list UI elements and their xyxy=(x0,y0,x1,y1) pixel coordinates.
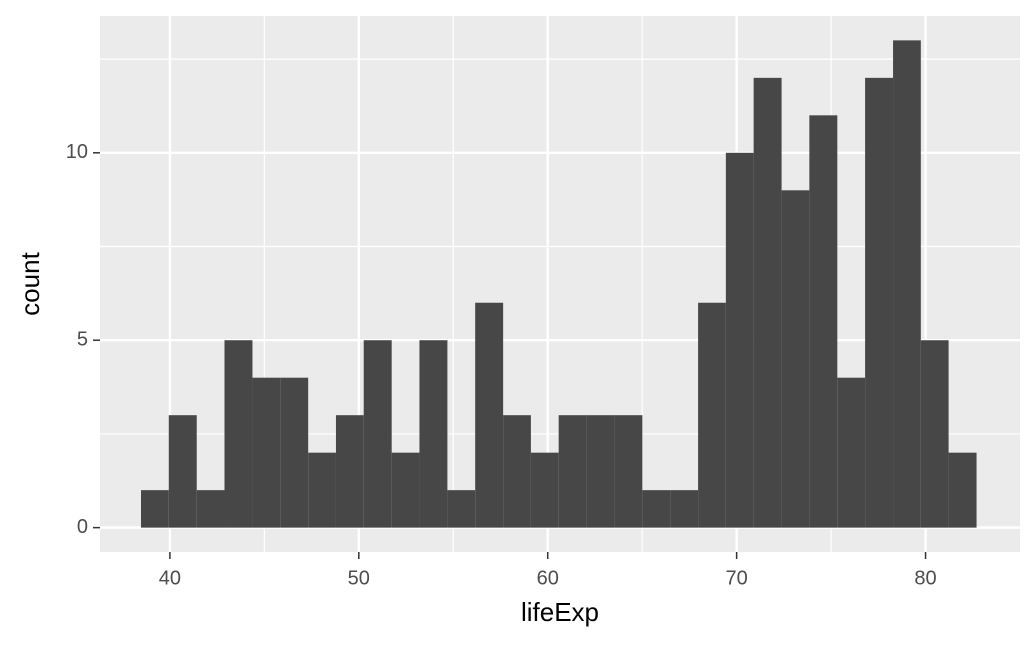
bar xyxy=(530,452,559,528)
bar xyxy=(503,415,531,528)
bar xyxy=(308,452,336,528)
x-tick-label: 40 xyxy=(159,567,181,589)
bar xyxy=(837,377,866,528)
bar xyxy=(419,340,448,528)
bar xyxy=(725,152,754,528)
bar xyxy=(753,77,782,528)
x-axis-title: lifeExp xyxy=(521,597,599,627)
bar xyxy=(558,415,587,528)
bar xyxy=(391,452,420,528)
x-tick-label: 80 xyxy=(914,567,936,589)
bar xyxy=(948,452,977,528)
bar xyxy=(335,415,364,528)
y-tick-label: 0 xyxy=(77,516,88,538)
x-tick-label: 70 xyxy=(726,567,748,589)
bar xyxy=(363,340,392,528)
bar xyxy=(586,415,615,528)
bar xyxy=(698,302,726,528)
bar xyxy=(140,490,169,528)
bar xyxy=(196,490,225,528)
bar xyxy=(475,302,504,528)
bar xyxy=(224,340,253,528)
x-tick-label: 50 xyxy=(348,567,370,589)
bar xyxy=(809,115,838,528)
y-tick-label: 5 xyxy=(77,329,88,351)
bar xyxy=(614,415,643,528)
x-tick-label: 60 xyxy=(537,567,559,589)
bar xyxy=(893,40,921,528)
bar xyxy=(168,415,197,528)
y-tick-label: 10 xyxy=(66,141,88,163)
bar xyxy=(280,377,309,528)
bar xyxy=(252,377,281,528)
bar xyxy=(670,490,699,528)
y-axis-title: count xyxy=(15,251,45,315)
bar xyxy=(781,190,810,528)
bar xyxy=(447,490,476,528)
bar xyxy=(920,340,949,528)
bar xyxy=(642,490,671,528)
bar xyxy=(865,77,894,528)
